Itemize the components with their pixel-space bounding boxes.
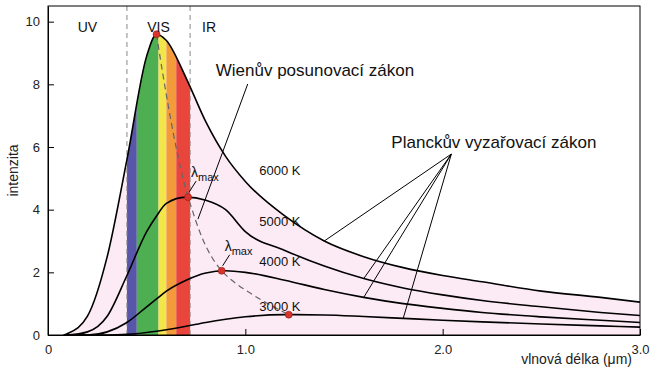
- x-tick-mark: [443, 329, 444, 335]
- marker: [185, 194, 192, 201]
- series-label: 3000 K: [259, 299, 301, 314]
- x-tick-label: 1.0: [237, 342, 255, 357]
- pointer: [364, 154, 452, 279]
- series-line: [64, 197, 640, 335]
- y-tick-mark: [48, 22, 54, 23]
- y-axis: 0 2 4 6 8 10: [26, 7, 54, 343]
- x-axis-title: vlnová délka (μm): [521, 351, 632, 367]
- plot-area: [64, 6, 640, 335]
- chart: 0 1.0 2.0 3.0 0 2 4 6 8 10 UV VIS IR 6000 K 5000 K 4000…: [0, 0, 660, 382]
- y-tick: 8: [33, 77, 54, 92]
- x-tick-mark: [245, 329, 246, 335]
- y-tick: 6: [33, 140, 54, 155]
- annotation: Wienův posunovací zákon: [216, 61, 414, 80]
- x-tick: 1.0: [237, 329, 255, 357]
- x-tick-label: 0: [45, 342, 52, 357]
- pointer: [223, 255, 230, 266]
- series-label: 5000 K: [259, 214, 301, 229]
- y-tick: 4: [33, 202, 54, 217]
- y-tick-mark: [48, 210, 54, 211]
- y-tick-label: 0: [33, 328, 40, 343]
- pointer: [198, 84, 248, 219]
- spectrum-band: [127, 6, 137, 335]
- y-tick-label: 8: [33, 77, 40, 92]
- region-boundary: [126, 6, 127, 335]
- annotation: Planckův vyzařovací zákon: [391, 133, 596, 152]
- y-tick-label: 2: [33, 265, 40, 280]
- y-tick: 2: [33, 265, 54, 280]
- series-label: 4000 K: [259, 254, 301, 269]
- y-tick-mark: [48, 84, 54, 85]
- annotation: λmax: [225, 238, 253, 257]
- region-label: VIS: [147, 19, 170, 35]
- annotation: λmax: [191, 164, 219, 183]
- y-tick-mark: [48, 147, 54, 148]
- x-tick-label: 3.0: [631, 342, 649, 357]
- y-tick-label: 6: [33, 140, 40, 155]
- annotations: UV VIS IR 6000 K 5000 K 4000 K 3000 K Wienův po…: [78, 19, 597, 318]
- region-label: UV: [78, 19, 98, 35]
- series-line: [64, 271, 640, 335]
- x-tick: 2.0: [434, 329, 452, 357]
- y-tick-label: 4: [33, 202, 40, 217]
- series-line: [64, 315, 640, 335]
- pointer: [324, 154, 451, 241]
- series-label: 6000 K: [259, 163, 301, 178]
- y-tick-label: 10: [26, 14, 40, 29]
- spectrum: [127, 6, 190, 335]
- region-label: IR: [202, 19, 216, 35]
- spectrum-band: [176, 6, 190, 335]
- plot-frame: [48, 6, 640, 335]
- pointer: [403, 154, 451, 318]
- y-tick-mark: [48, 272, 54, 273]
- y-tick: 10: [26, 14, 54, 29]
- marker: [218, 267, 225, 274]
- plot: 0 1.0 2.0 3.0 0 2 4 6 8 10 UV VIS IR 6000 K 5000 K 4000…: [26, 6, 650, 357]
- pointer: [364, 154, 452, 297]
- x-tick-label: 2.0: [434, 342, 452, 357]
- pointer: [189, 181, 196, 192]
- y-axis-title: intenzita: [5, 144, 21, 196]
- series-line: [64, 34, 640, 335]
